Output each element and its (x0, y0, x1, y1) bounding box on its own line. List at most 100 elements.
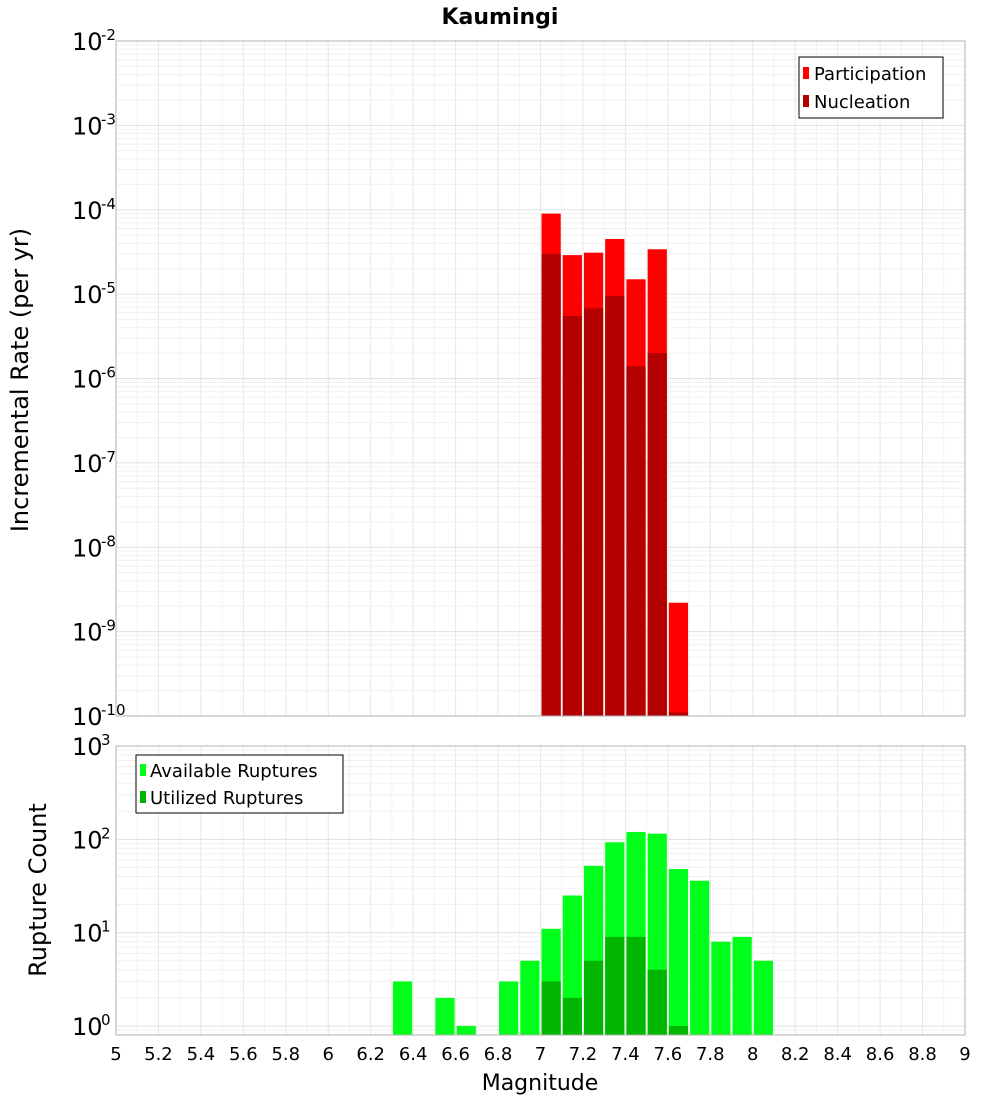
x-tick-label: 8.4 (823, 1044, 852, 1065)
x-tick-label: 7.2 (569, 1044, 598, 1065)
y-tick-exponent: 3 (101, 731, 111, 749)
available-ruptures-bar (711, 941, 731, 1035)
x-tick-label: 5.6 (229, 1044, 258, 1065)
x-tick-label: 5.8 (271, 1044, 300, 1065)
x-tick-label: 5.4 (187, 1044, 216, 1065)
top-plot-border (115, 40, 966, 717)
available-ruptures-bar (499, 981, 519, 1035)
bottom-y-axis-label: Rupture Count (24, 803, 52, 977)
y-tick-label: 10 (72, 112, 103, 140)
nucleation-bar (647, 353, 667, 716)
available-ruptures-bar (456, 1025, 476, 1035)
y-tick-label: 10 (72, 450, 103, 478)
y-tick-label: 10 (72, 1013, 103, 1041)
utilized-ruptures-bar (605, 936, 625, 1035)
y-tick-exponent: 0 (101, 1011, 111, 1029)
utilized-ruptures-bar (626, 936, 646, 1035)
x-tick-label: 7 (535, 1044, 546, 1065)
nucleation-bar (541, 253, 561, 716)
utilized-ruptures-bar (541, 981, 561, 1035)
utilized-ruptures-bar (562, 997, 582, 1035)
y-tick-exponent: -7 (101, 448, 116, 466)
nucleation-legend-label: Nucleation (814, 92, 910, 113)
y-tick-label: 10 (72, 920, 103, 948)
x-tick-label: 7.6 (654, 1044, 683, 1065)
x-tick-label: 5.2 (144, 1044, 173, 1065)
x-tick-label: 8.8 (908, 1044, 937, 1065)
nucleation-legend-swatch (803, 95, 809, 107)
y-tick-exponent: -10 (101, 701, 126, 719)
available-ruptures-bar (690, 880, 710, 1035)
utilized-ruptures-bar (668, 1025, 689, 1035)
y-tick-label: 10 (72, 28, 103, 56)
top-legend-box (798, 56, 944, 119)
x-tick-label: 8.2 (781, 1044, 810, 1065)
utilized-ruptures-bar (583, 960, 604, 1035)
utilized-ruptures-bar (647, 969, 667, 1035)
nucleation-bar (668, 712, 689, 716)
bottom-legend-box (135, 754, 344, 814)
participation-legend-swatch (803, 67, 809, 79)
y-tick-exponent: -8 (101, 532, 116, 550)
top-legend: Participation Nucleation (798, 56, 944, 119)
y-tick-exponent: 1 (101, 918, 111, 936)
y-tick-exponent: -3 (101, 110, 116, 128)
y-tick-exponent: -6 (101, 364, 116, 382)
x-tick-labels: 5 5.2 5.4 5.6 5.8 6 6.2 6.4 6.6 6.8 7 7.2 7.4 7.6 7.8 8… (110, 1044, 970, 1065)
bottom-legend: Available Ruptures Utilized Ruptures (135, 754, 344, 814)
participation-bar (668, 602, 689, 716)
y-tick-label: 10 (72, 733, 103, 761)
y-tick-label: 10 (72, 826, 103, 854)
y-tick-label: 10 (72, 197, 103, 225)
x-tick-label: 7.8 (696, 1044, 725, 1065)
x-tick-label: 6 (323, 1044, 334, 1065)
bottom-plot-border (115, 745, 966, 1036)
nucleation-bar (626, 366, 646, 716)
available-ruptures-legend-swatch (140, 764, 146, 776)
x-tick-label: 8.6 (866, 1044, 895, 1065)
y-tick-exponent: -9 (101, 617, 116, 635)
y-tick-label: 10 (72, 619, 103, 647)
y-tick-exponent: 2 (101, 824, 111, 842)
top-y-axis-label: Incremental Rate (per yr) (6, 228, 34, 532)
y-tick-label: 10 (72, 281, 103, 309)
available-ruptures-legend-label: Available Ruptures (150, 761, 318, 782)
x-tick-label: 6.8 (484, 1044, 513, 1065)
available-ruptures-bar (392, 981, 413, 1035)
nucleation-bar (562, 316, 582, 716)
x-tick-label: 6.4 (399, 1044, 428, 1065)
available-ruptures-bar (753, 960, 773, 1035)
top-gridlines (115, 41, 966, 717)
x-axis-label: Magnitude (482, 1071, 599, 1096)
top-bars (541, 213, 689, 717)
y-tick-label: 10 (72, 703, 103, 731)
participation-legend-label: Participation (814, 64, 926, 85)
y-tick-exponent: -5 (101, 279, 116, 297)
available-ruptures-bar (732, 936, 752, 1035)
bottom-bars (392, 831, 773, 1035)
y-tick-label: 10 (72, 534, 103, 562)
y-tick-exponent: -4 (101, 195, 116, 213)
y-tick-label: 10 (72, 366, 103, 394)
available-ruptures-bar (520, 960, 540, 1035)
chart-title: Kaumingi (442, 5, 559, 30)
x-tick-label: 8 (747, 1044, 758, 1065)
x-tick-label: 7.4 (611, 1044, 640, 1065)
x-tick-label: 6.2 (356, 1044, 385, 1065)
nucleation-bar (583, 308, 604, 716)
x-tick-label: 6.6 (441, 1044, 470, 1065)
x-tick-label: 5 (110, 1044, 121, 1065)
available-ruptures-bar (435, 997, 455, 1035)
available-ruptures-bar (668, 869, 689, 1035)
x-tick-label: 9 (959, 1044, 970, 1065)
utilized-ruptures-legend-swatch (140, 791, 146, 803)
nucleation-bar (605, 296, 625, 716)
utilized-ruptures-legend-label: Utilized Ruptures (150, 788, 303, 809)
y-tick-exponent: -2 (101, 26, 116, 44)
